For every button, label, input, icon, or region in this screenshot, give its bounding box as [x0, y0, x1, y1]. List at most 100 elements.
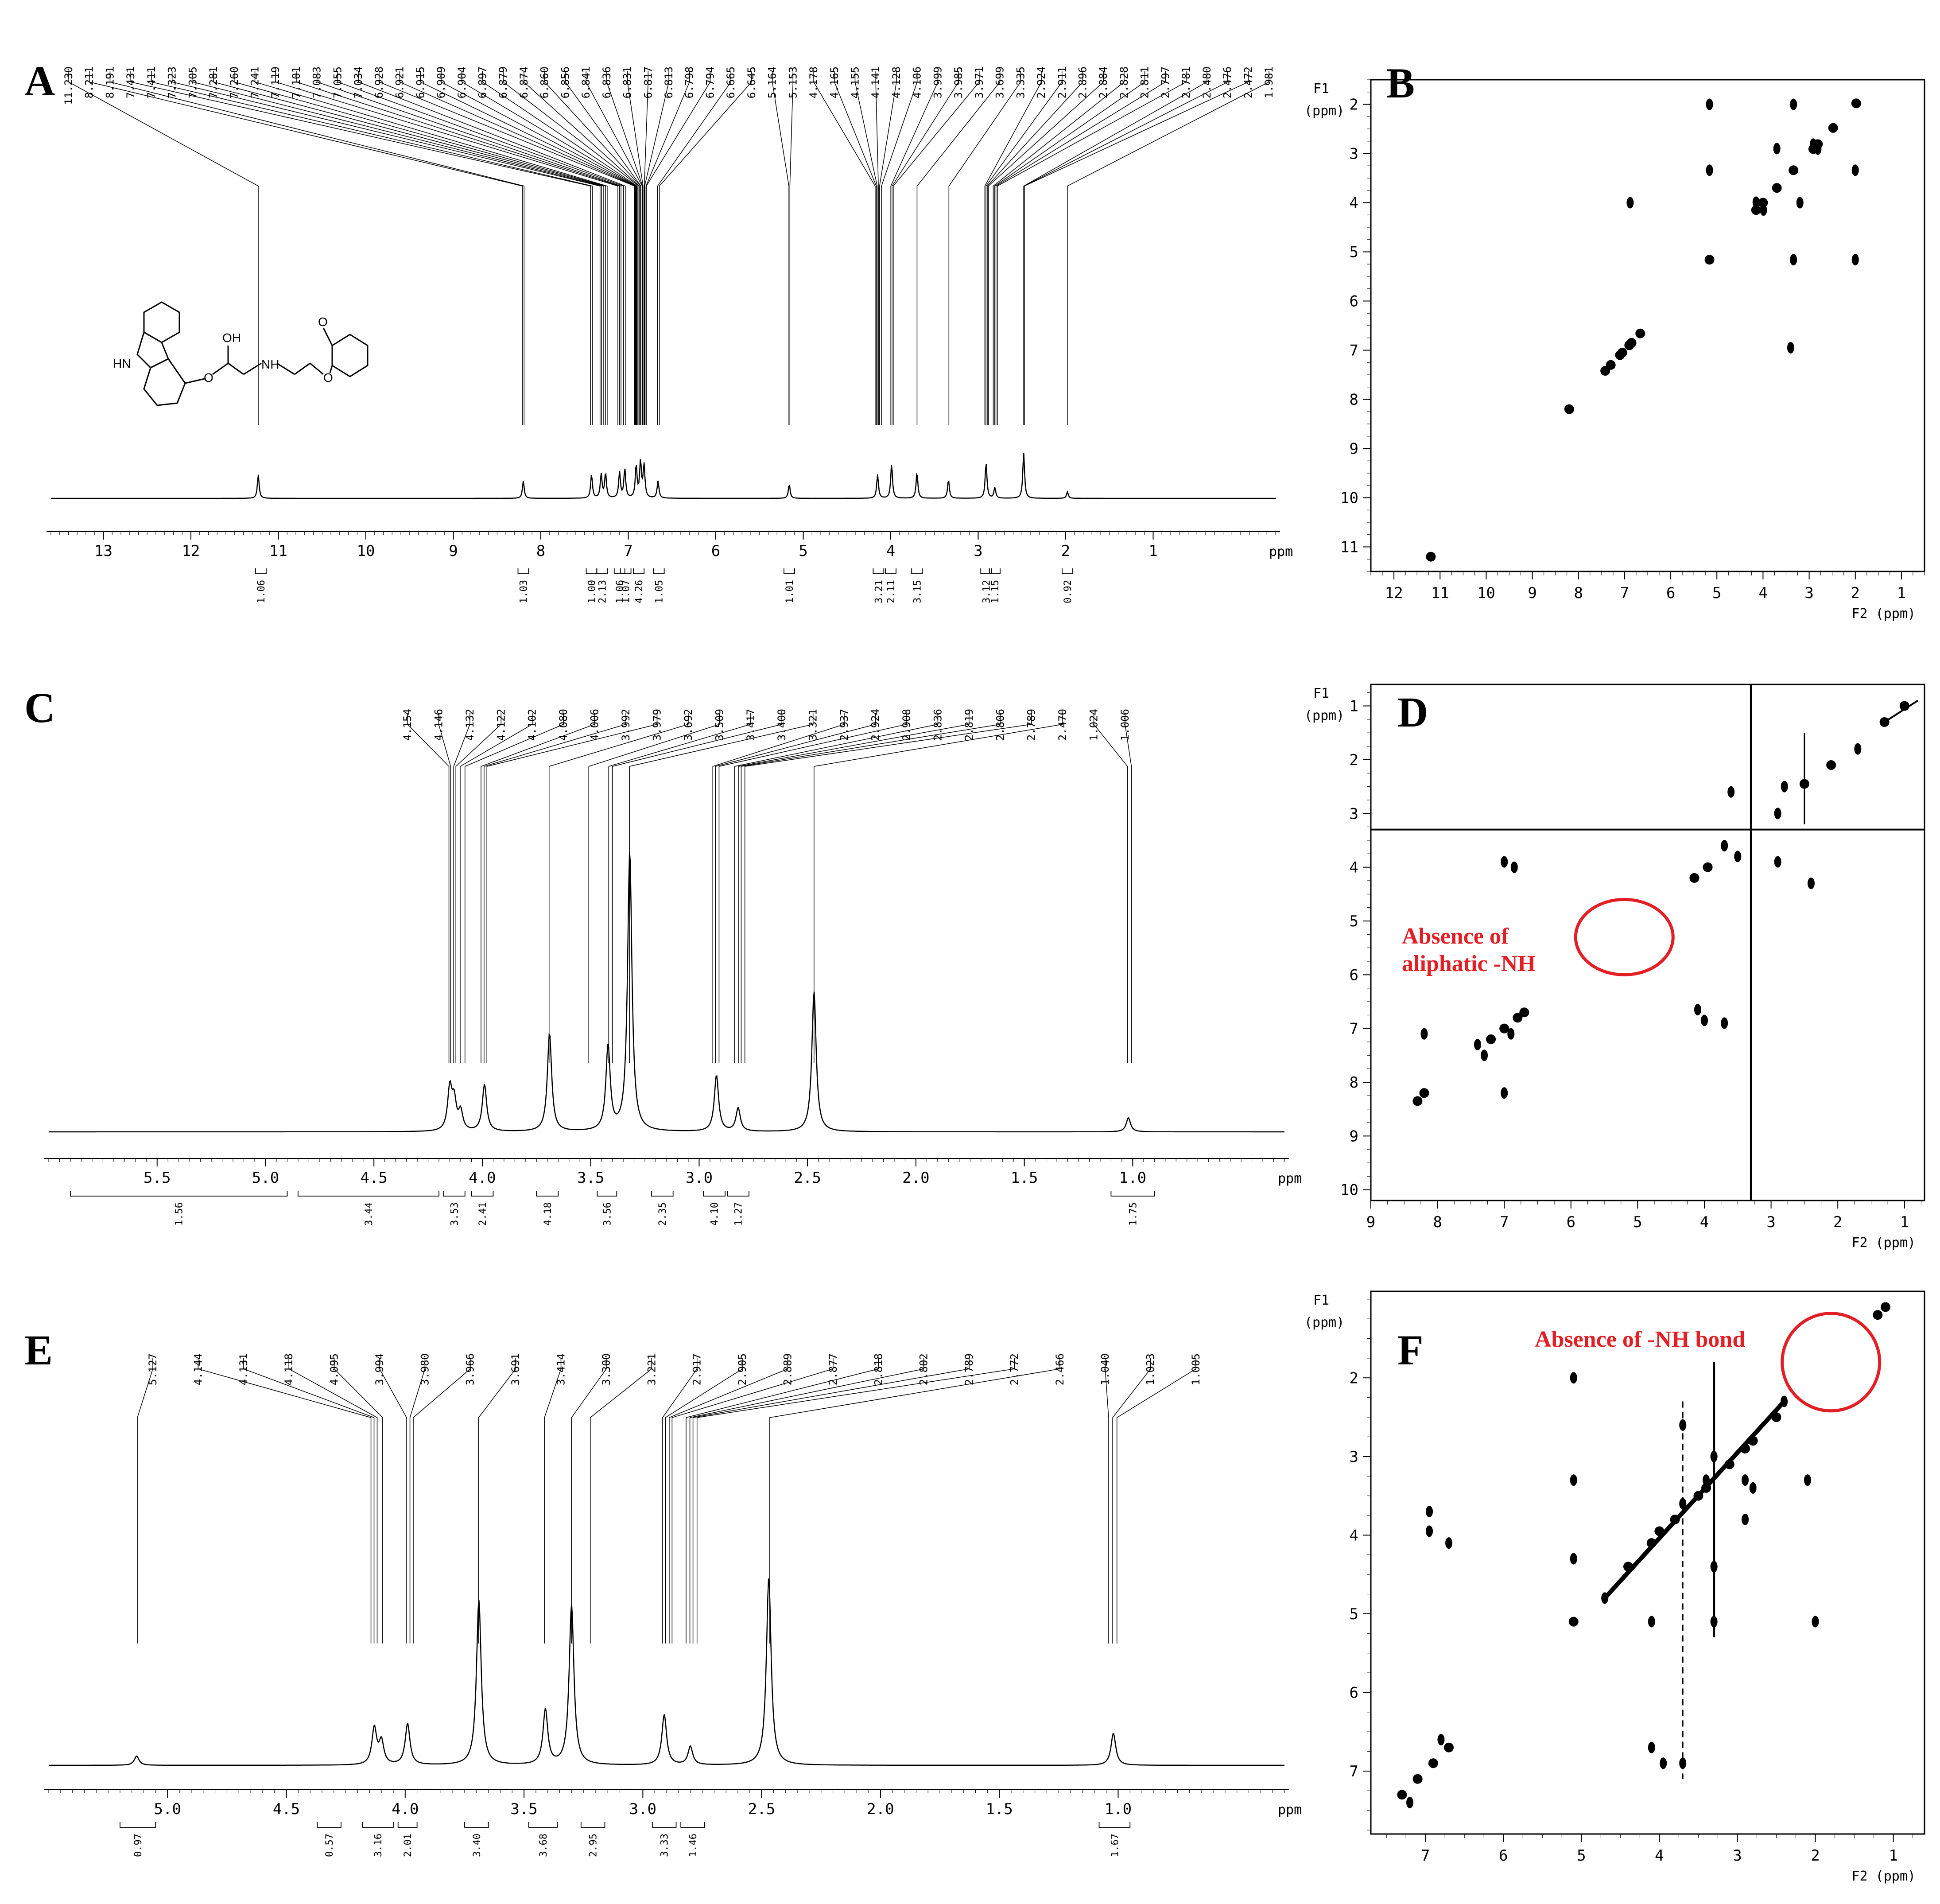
- x-tick-label: 6: [711, 542, 720, 560]
- peak-connector: [993, 71, 1125, 425]
- x-tick-label: 8: [1574, 584, 1583, 602]
- peak-connector: [644, 71, 669, 425]
- peak-connector: [813, 71, 876, 425]
- peak-connector: [657, 71, 731, 425]
- integral-value: 3.15: [912, 580, 923, 603]
- integral-bracket: [1098, 1822, 1131, 1828]
- cross-peak: [1437, 1733, 1445, 1745]
- integral-bracket: [120, 1822, 156, 1828]
- cross-peak: [1626, 338, 1637, 348]
- integral-value: 3.21: [873, 580, 885, 603]
- peak-connector: [734, 713, 939, 1063]
- cross-peak: [1679, 1498, 1687, 1510]
- peak-connector: [465, 713, 564, 1063]
- cross-peak: [1648, 1616, 1655, 1628]
- integral-value: 2.41: [477, 1202, 489, 1226]
- cross-peak: [1426, 552, 1436, 562]
- peak-connector: [407, 713, 450, 1063]
- y-tick-label: 6: [1350, 1684, 1358, 1702]
- peak-connector: [1093, 713, 1128, 1063]
- peak-connector: [1116, 1358, 1196, 1644]
- peak-connector: [486, 713, 658, 1063]
- x-tick-label: 4.5: [360, 1169, 387, 1187]
- peak-connector: [590, 1358, 652, 1644]
- x-tick-label: 4: [1655, 1847, 1664, 1865]
- y-tick-label: 7: [1350, 1020, 1358, 1038]
- peak-connector: [453, 713, 470, 1063]
- peak-connector: [316, 71, 621, 425]
- x-tick-label: 1: [1889, 1847, 1897, 1865]
- peak-connector: [399, 71, 636, 425]
- peak-connector: [548, 713, 689, 1063]
- integral-value: 0.97: [133, 1834, 144, 1857]
- integral-bracket: [651, 1191, 674, 1197]
- x-tick-label: 8: [1433, 1213, 1442, 1231]
- peak-connector: [665, 1358, 743, 1644]
- cross-peak: [1570, 1553, 1577, 1565]
- peak-connector: [1125, 713, 1132, 1063]
- cross-peak: [1814, 143, 1822, 155]
- integral-value: 1.07: [621, 580, 632, 603]
- peak-connector: [608, 713, 751, 1063]
- cross-peak: [1689, 873, 1699, 883]
- peak-connector: [814, 713, 1063, 1063]
- peak-connector: [916, 71, 1001, 425]
- integral-bracket: [517, 568, 529, 574]
- y-tick-label: 3: [1350, 1448, 1358, 1466]
- x-tick-label: 2: [1833, 1213, 1842, 1231]
- integral-bracket: [980, 568, 992, 574]
- peak-connector: [484, 713, 626, 1063]
- peak-connector: [482, 71, 638, 425]
- peak-connector: [438, 713, 451, 1063]
- integral-value: 1.15: [990, 580, 1001, 603]
- panel-letter-a: A: [24, 57, 55, 105]
- structure-nh-label: HN: [113, 357, 131, 370]
- x-tick-label: 5: [1577, 1847, 1586, 1865]
- peak-connector: [409, 1358, 426, 1644]
- peak-connector: [151, 71, 593, 425]
- y-tick-label: 5: [1350, 913, 1358, 930]
- y-tick-label: 8: [1350, 391, 1358, 409]
- peak-connector: [875, 71, 879, 425]
- map-frame: [1370, 79, 1925, 572]
- cross-peak: [1474, 1039, 1481, 1051]
- x-tick-label: 6: [1666, 584, 1675, 602]
- cross-peak: [1519, 1007, 1529, 1018]
- peak-connector: [606, 71, 643, 425]
- peak-connector: [420, 71, 636, 425]
- highlight-circle: [1781, 1312, 1882, 1413]
- integral-value: 3.53: [449, 1202, 460, 1226]
- y-tick-label: 10: [1340, 1181, 1358, 1199]
- peak-connector: [890, 71, 939, 425]
- peak-connector: [879, 71, 897, 425]
- y-tick-label: 4: [1350, 194, 1358, 212]
- peak-connector: [455, 713, 502, 1063]
- integral-bracket: [911, 568, 923, 574]
- cross-peak: [1606, 360, 1616, 370]
- integral-bracket: [885, 568, 896, 574]
- integral-bracket: [873, 568, 885, 574]
- peak-connector: [995, 71, 1166, 425]
- integral-value: 2.11: [886, 580, 897, 603]
- x-tick-label: 13: [94, 542, 113, 560]
- x-tick-label: 2.0: [867, 1800, 894, 1818]
- y-tick-label: 8: [1350, 1074, 1358, 1092]
- peak-connector: [192, 71, 602, 425]
- integral-value: 1.05: [654, 580, 665, 603]
- peak-connector: [1024, 71, 1228, 425]
- structure-o2-label: O: [323, 371, 333, 385]
- cross-peak: [1486, 1034, 1496, 1044]
- x-axis-unit: ppm: [1269, 544, 1293, 560]
- cross-peak: [1789, 165, 1799, 175]
- x-tick-label: 3: [1804, 584, 1813, 602]
- cross-peak: [1854, 743, 1862, 755]
- cross-peak: [1812, 1616, 1819, 1628]
- cross-peak: [1790, 254, 1797, 266]
- x-tick-label: 3: [974, 542, 982, 560]
- cross-peak: [1774, 808, 1781, 820]
- cross-peak: [1570, 1474, 1577, 1486]
- integral-bracket: [397, 1822, 418, 1828]
- integral-bracket: [464, 1822, 489, 1828]
- x-tick-label: 12: [1385, 584, 1403, 602]
- peak-connector: [689, 1358, 924, 1644]
